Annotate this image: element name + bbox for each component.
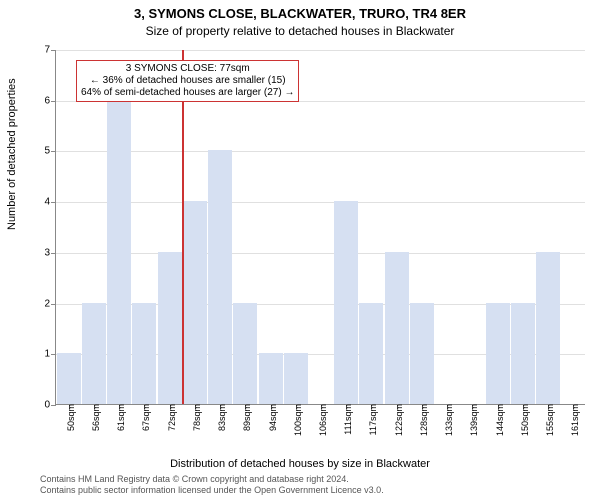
x-tick-label: 61sqm [112, 404, 126, 431]
x-tick-label: 161sqm [566, 404, 580, 436]
x-tick-label: 106sqm [314, 404, 328, 436]
x-tick-label: 155sqm [541, 404, 555, 436]
attribution-line1: Contains HM Land Registry data © Crown c… [40, 474, 384, 485]
x-tick-label: 133sqm [440, 404, 454, 436]
y-tick-label: 6 [44, 95, 56, 106]
chart-container: 3, SYMONS CLOSE, BLACKWATER, TRURO, TR4 … [0, 0, 600, 500]
annotation-box: 3 SYMONS CLOSE: 77sqm← 36% of detached h… [76, 60, 299, 102]
x-tick-label: 122sqm [390, 404, 404, 436]
chart-title-sub: Size of property relative to detached ho… [0, 24, 600, 38]
x-tick-label: 100sqm [289, 404, 303, 436]
histogram-bar [132, 303, 156, 404]
histogram-bar [486, 303, 510, 404]
y-tick-label: 1 [44, 349, 56, 360]
gridline [56, 202, 585, 203]
histogram-bar [536, 252, 560, 404]
y-tick-label: 0 [44, 400, 56, 411]
histogram-bar [259, 353, 283, 404]
x-tick-label: 111sqm [339, 404, 353, 435]
x-tick-label: 67sqm [137, 404, 151, 431]
x-tick-label: 128sqm [415, 404, 429, 436]
gridline [56, 151, 585, 152]
y-tick-label: 5 [44, 146, 56, 157]
histogram-bar [359, 303, 383, 404]
histogram-bar [107, 100, 131, 404]
y-tick-label: 4 [44, 197, 56, 208]
attribution-text: Contains HM Land Registry data © Crown c… [40, 474, 384, 496]
plot-area: 0123456750sqm56sqm61sqm67sqm72sqm78sqm83… [55, 50, 585, 405]
annotation-line: ← 36% of detached houses are smaller (15… [81, 75, 294, 87]
x-tick-label: 139sqm [465, 404, 479, 436]
x-tick-label: 72sqm [163, 404, 177, 431]
histogram-bar [511, 303, 535, 404]
x-axis-label: Distribution of detached houses by size … [0, 458, 600, 470]
x-tick-label: 117sqm [364, 404, 378, 435]
histogram-bar [334, 201, 358, 404]
x-tick-label: 56sqm [87, 404, 101, 431]
histogram-bar [385, 252, 409, 404]
annotation-line: 64% of semi-detached houses are larger (… [81, 87, 294, 99]
histogram-bar [208, 150, 232, 404]
x-tick-label: 94sqm [264, 404, 278, 431]
x-tick-label: 50sqm [62, 404, 76, 431]
x-tick-label: 78sqm [188, 404, 202, 431]
x-tick-label: 150sqm [516, 404, 530, 436]
histogram-bar [183, 201, 207, 404]
histogram-bar [410, 303, 434, 404]
y-tick-label: 7 [44, 45, 56, 56]
y-axis-label: Number of detached properties [6, 78, 18, 230]
reference-line [182, 50, 184, 404]
y-tick-label: 2 [44, 298, 56, 309]
x-tick-label: 89sqm [238, 404, 252, 431]
histogram-bar [233, 303, 257, 404]
annotation-line: 3 SYMONS CLOSE: 77sqm [81, 63, 294, 75]
gridline [56, 253, 585, 254]
chart-title-main: 3, SYMONS CLOSE, BLACKWATER, TRURO, TR4 … [0, 6, 600, 21]
y-tick-label: 3 [44, 247, 56, 258]
attribution-line2: Contains public sector information licen… [40, 485, 384, 496]
histogram-bar [284, 353, 308, 404]
histogram-bar [82, 303, 106, 404]
x-tick-label: 83sqm [213, 404, 227, 431]
histogram-bar [158, 252, 182, 404]
histogram-bar [57, 353, 81, 404]
x-tick-label: 144sqm [491, 404, 505, 436]
gridline [56, 50, 585, 51]
